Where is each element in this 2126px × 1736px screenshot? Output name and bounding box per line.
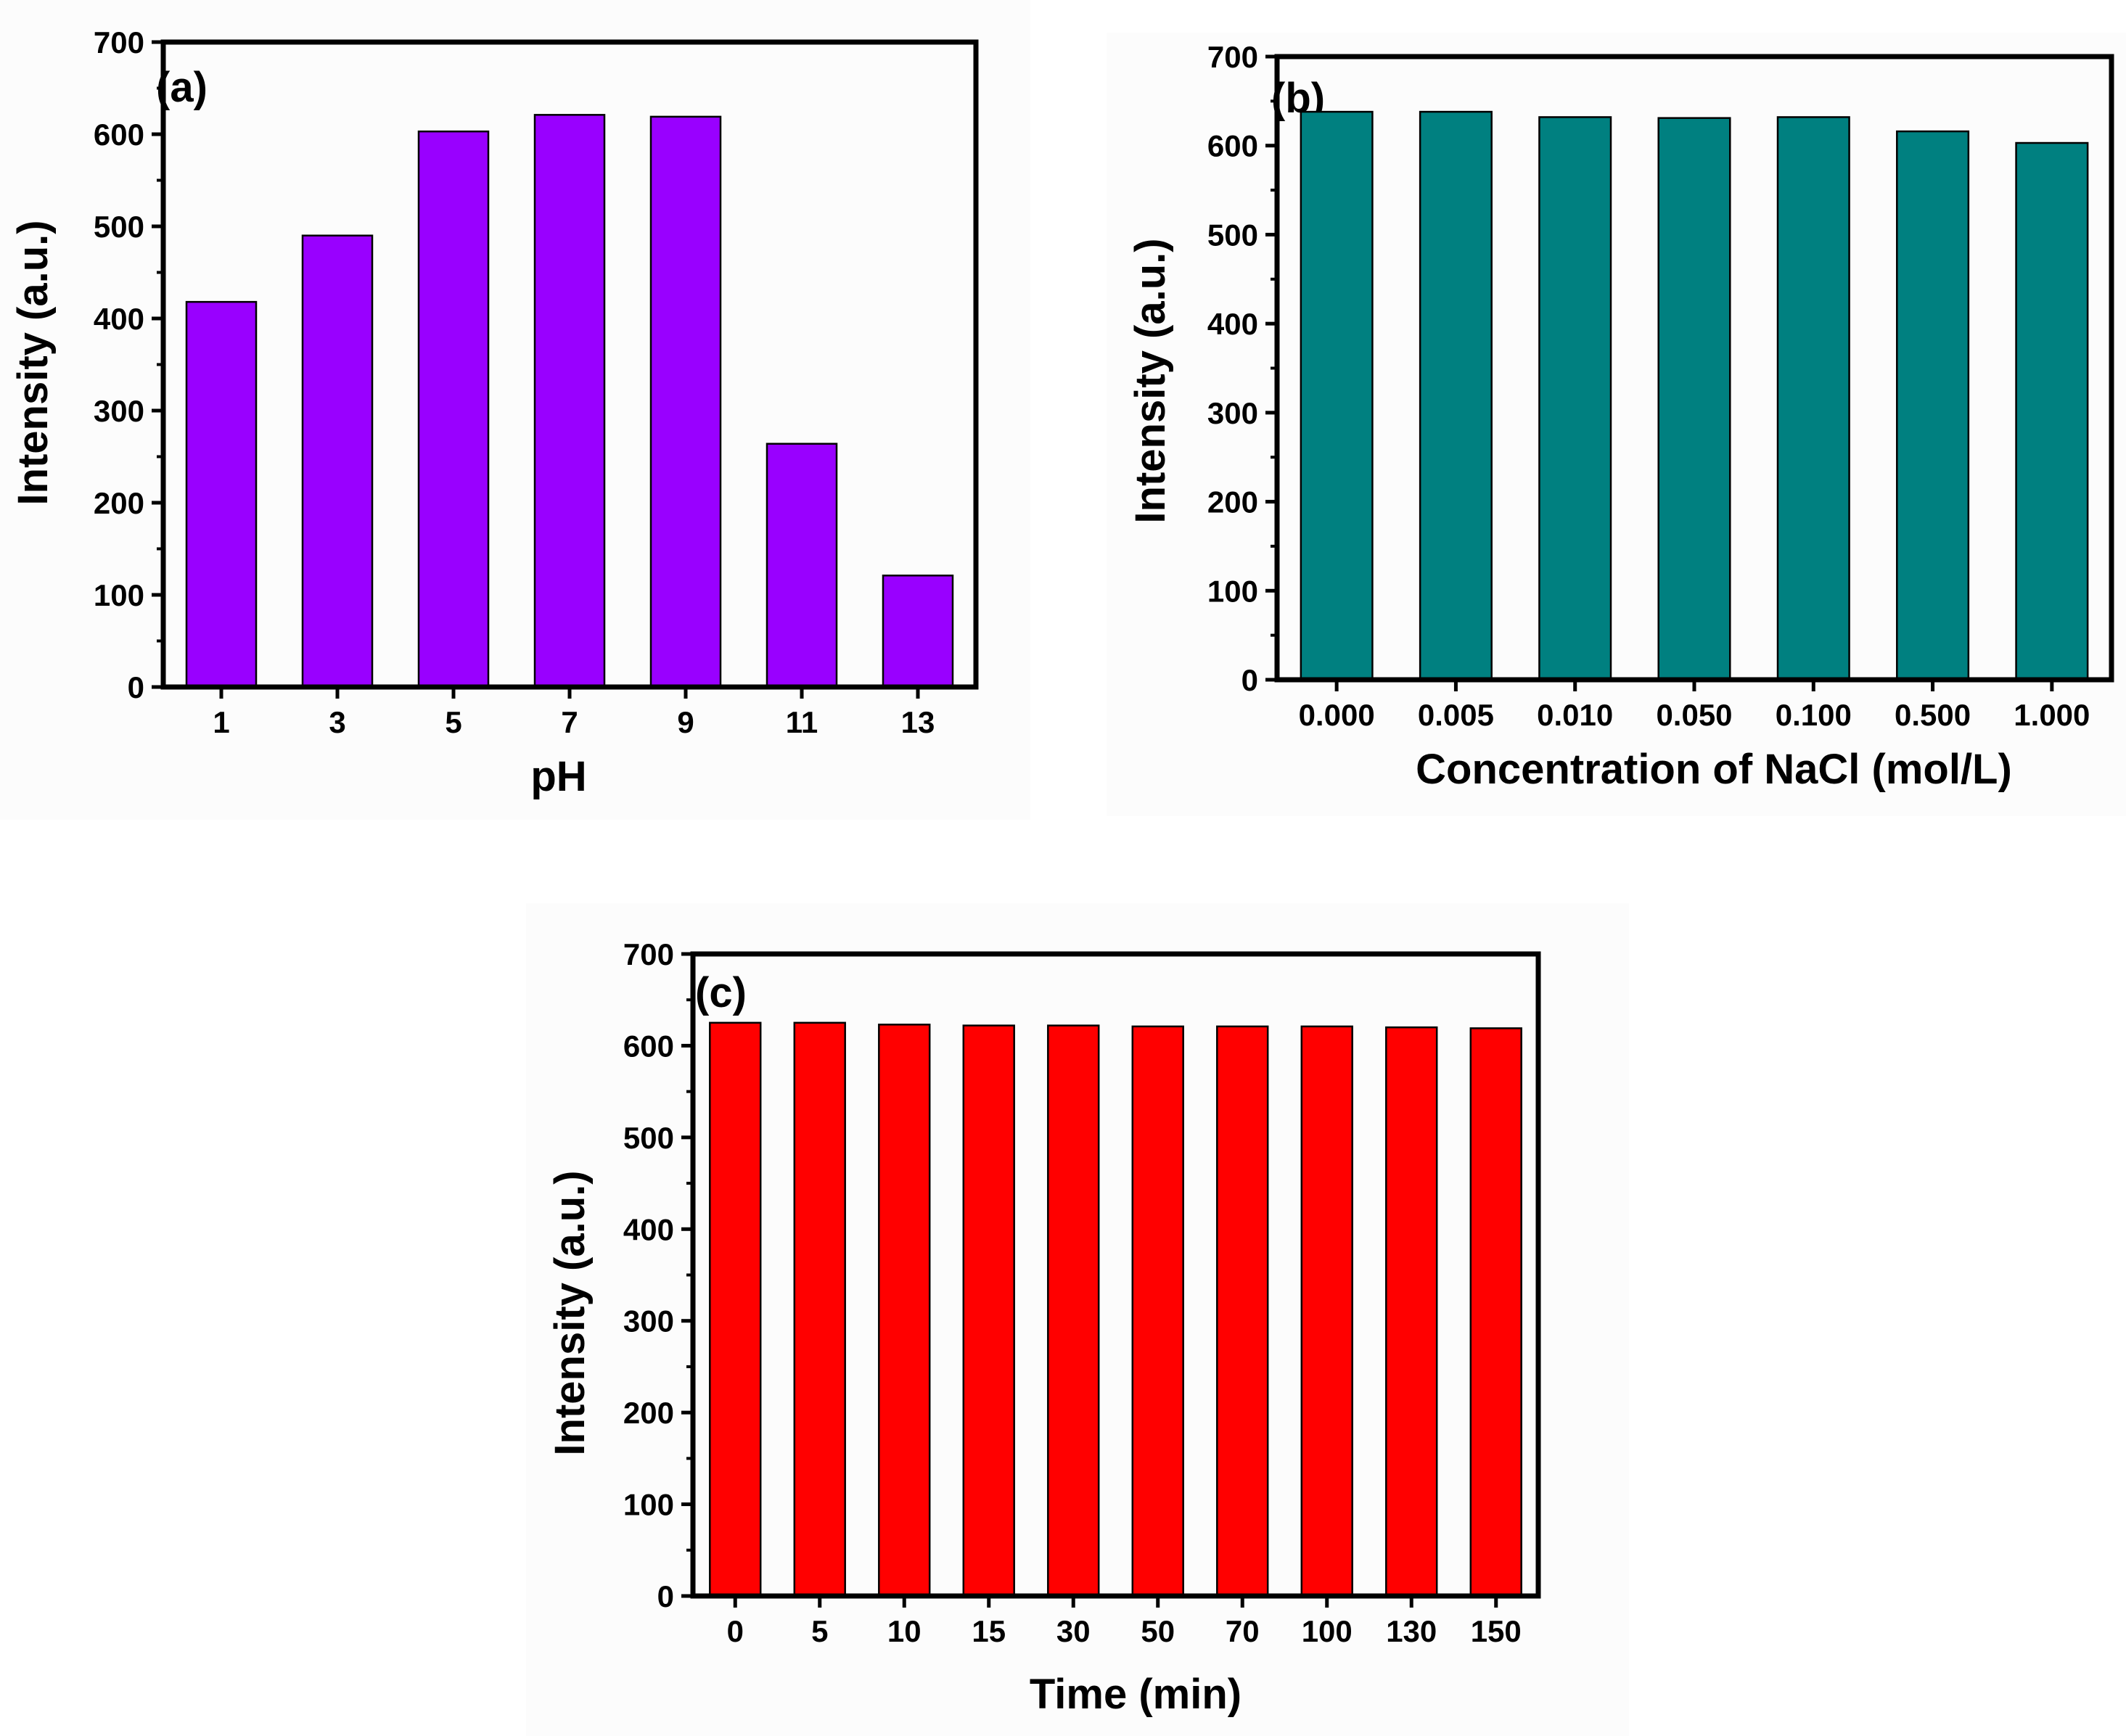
y-tick-label: 500	[94, 210, 144, 244]
y-tick-label: 100	[1207, 574, 1258, 608]
bar-0.000	[1300, 110, 1374, 681]
panel-label: (c)	[695, 969, 747, 1016]
y-tick-label: 500	[623, 1121, 674, 1155]
y-tick-label: 100	[94, 578, 144, 612]
bar-7	[533, 114, 606, 688]
chart-c: Intensity (a.u.) Time (min) (c) 01002003…	[546, 937, 1541, 1718]
bar-30	[1047, 1024, 1100, 1597]
bar-100	[1300, 1025, 1353, 1597]
bar-1.000	[2015, 141, 2089, 681]
y-tick-label: 300	[623, 1304, 674, 1338]
bar-0.005	[1419, 110, 1493, 681]
x-tick-label: 30	[1056, 1614, 1091, 1648]
y-tick-label: 600	[1207, 129, 1258, 163]
bar-0.500	[1896, 130, 1970, 681]
bar-5	[793, 1021, 846, 1597]
y-tick-label: 700	[1207, 40, 1258, 74]
bar-0.010	[1538, 116, 1612, 681]
bar-5	[417, 130, 490, 688]
y-tick-label: 600	[623, 1029, 674, 1063]
x-tick-label: 0.050	[1656, 698, 1732, 732]
bar-130	[1385, 1026, 1438, 1597]
y-tick-label: 300	[94, 394, 144, 428]
x-axis-label: pH	[530, 753, 586, 800]
x-tick-label: 11	[786, 705, 818, 739]
x-tick-label: 70	[1226, 1614, 1260, 1648]
bar-10	[878, 1024, 931, 1597]
bar-15	[962, 1024, 1015, 1597]
bar-0	[709, 1021, 762, 1597]
y-tick-label: 400	[94, 302, 144, 336]
x-tick-label: 0	[727, 1614, 744, 1648]
x-tick-label: 7	[561, 705, 578, 739]
x-tick-label: 9	[677, 705, 694, 739]
x-tick-label: 50	[1141, 1614, 1175, 1648]
x-tick-label: 1.000	[2014, 698, 2090, 732]
chart-b: Intensity (a.u.) Concentration of NaCl (…	[1127, 40, 2114, 793]
bar-70	[1216, 1025, 1269, 1597]
x-axis-label: Concentration of NaCl (mol/L)	[1416, 746, 2012, 793]
x-tick-label: 10	[887, 1614, 922, 1648]
y-axis-label: Intensity (a.u.)	[546, 1170, 594, 1455]
y-tick-label: 0	[657, 1579, 674, 1613]
bar-0.100	[1776, 116, 1850, 681]
y-tick-label: 200	[94, 486, 144, 520]
x-axis-label: Time (min)	[1030, 1671, 1241, 1718]
y-axis-label: Intensity (a.u.)	[1127, 238, 1174, 523]
y-tick-label: 0	[1241, 663, 1258, 697]
bar-9	[649, 115, 722, 688]
x-tick-label: 15	[972, 1614, 1006, 1648]
y-tick-label: 100	[623, 1488, 674, 1522]
y-tick-label: 0	[128, 670, 144, 704]
x-tick-label: 0.000	[1299, 698, 1375, 732]
y-tick-label: 200	[623, 1396, 674, 1430]
x-tick-label: 5	[811, 1614, 828, 1648]
x-tick-label: 3	[329, 705, 345, 739]
x-tick-label: 100	[1302, 1614, 1353, 1648]
chart-a: Intensity (a.u.) pH (a) 0100200300400500…	[9, 25, 979, 800]
x-tick-label: 5	[445, 705, 461, 739]
bar-13	[882, 575, 954, 688]
y-tick-label: 400	[1207, 307, 1258, 341]
x-tick-label: 0.100	[1776, 698, 1852, 732]
y-tick-label: 700	[94, 25, 144, 59]
y-tick-label: 400	[623, 1212, 674, 1246]
x-tick-label: 0.500	[1895, 698, 1971, 732]
y-tick-label: 500	[1207, 218, 1258, 252]
x-tick-label: 150	[1471, 1614, 1522, 1648]
panel-a-background	[0, 0, 1030, 820]
x-tick-label: 13	[901, 705, 935, 739]
x-tick-label: 0.005	[1418, 698, 1494, 732]
x-tick-label: 0.010	[1537, 698, 1613, 732]
bar-1	[185, 300, 258, 688]
y-tick-label: 300	[1207, 396, 1258, 430]
bar-3	[301, 234, 374, 688]
y-tick-label: 700	[623, 937, 674, 971]
y-axis-label: Intensity (a.u.)	[9, 220, 57, 505]
x-tick-label: 130	[1386, 1614, 1437, 1648]
bar-0.050	[1657, 117, 1731, 681]
bar-11	[766, 443, 838, 688]
bar-150	[1469, 1027, 1522, 1597]
y-tick-label: 600	[94, 118, 144, 152]
x-tick-label: 1	[213, 705, 229, 739]
y-tick-label: 200	[1207, 485, 1258, 519]
bar-50	[1131, 1025, 1184, 1597]
